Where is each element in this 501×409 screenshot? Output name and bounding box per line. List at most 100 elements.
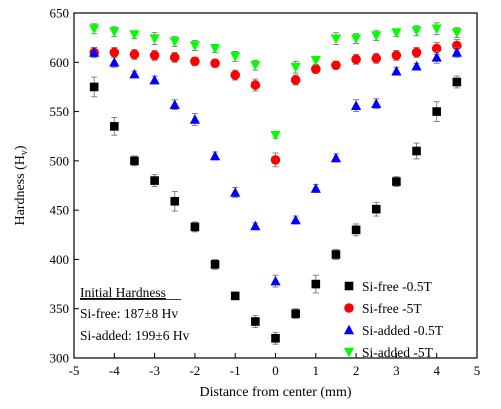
data-point <box>270 155 281 165</box>
data-point <box>89 24 100 35</box>
note-line-si-added: Si-added: 199±6 Hv <box>80 328 190 343</box>
data-point <box>190 222 200 232</box>
data-point <box>330 34 342 44</box>
y-tick-label: 300 <box>50 351 70 366</box>
y-tick-label: 450 <box>50 203 70 218</box>
legend: Si-free -0.5T Si-free -5T Si-added -0.5T Si… <box>343 279 444 360</box>
data-point <box>169 99 180 109</box>
data-point <box>330 152 342 163</box>
data-point <box>411 60 422 71</box>
data-point <box>149 74 160 85</box>
data-point <box>250 60 261 71</box>
data-point <box>451 47 462 57</box>
x-tick-label: -4 <box>109 363 120 378</box>
data-point <box>109 47 120 58</box>
data-point <box>210 58 220 69</box>
data-point <box>291 309 300 318</box>
series-0 <box>89 75 462 345</box>
data-point <box>109 27 120 38</box>
data-point <box>351 34 362 44</box>
legend-label: Si-free -5T <box>362 301 422 316</box>
x-tick-label: -5 <box>69 363 80 378</box>
initial-hardness-note: Initial Hardness Si-free: 187±8 Hv Si-ad… <box>80 285 190 343</box>
data-point <box>251 317 260 326</box>
series-3 <box>89 22 462 141</box>
data-point <box>230 70 240 80</box>
data-point <box>451 28 462 39</box>
data-point <box>411 47 422 58</box>
data-point <box>311 279 321 289</box>
legend-label: Si-free -0.5T <box>362 279 432 294</box>
x-tick-label: 3 <box>393 363 400 378</box>
data-point <box>371 98 382 108</box>
data-point <box>270 275 281 286</box>
y-tick-label: 600 <box>50 55 70 70</box>
data-point <box>189 41 200 51</box>
data-point <box>392 177 401 186</box>
y-axis-title-end: ) <box>13 145 28 150</box>
y-tick-label: 650 <box>50 6 70 21</box>
data-point <box>209 44 221 54</box>
data-point <box>411 26 422 37</box>
data-point <box>351 225 361 235</box>
data-point <box>290 62 301 73</box>
data-point <box>271 333 280 343</box>
y-axis-title-main: Hardness (H <box>13 155 28 225</box>
data-point <box>169 37 180 47</box>
legend-marker <box>343 347 355 358</box>
data-point <box>331 250 341 259</box>
data-point <box>129 30 140 40</box>
data-point <box>371 204 381 214</box>
data-point <box>290 75 301 85</box>
series-2 <box>89 47 462 288</box>
legend-marker <box>344 281 354 291</box>
data-point <box>351 100 362 110</box>
data-point <box>391 65 402 76</box>
x-tick-label: 5 <box>474 363 481 378</box>
data-point <box>431 24 442 35</box>
data-point <box>250 80 261 90</box>
y-tick-label: 400 <box>50 252 70 267</box>
data-point <box>149 34 160 44</box>
data-point <box>310 183 321 193</box>
data-point <box>230 291 240 301</box>
data-point <box>371 31 382 41</box>
data-point <box>432 107 441 116</box>
x-tick-label: -2 <box>189 363 200 378</box>
data-point <box>250 220 261 231</box>
data-point <box>89 82 99 92</box>
data-point <box>351 54 361 65</box>
data-point <box>210 260 220 269</box>
note-line-si-free: Si-free: 187±8 Hv <box>80 306 178 321</box>
x-tick-label: -3 <box>149 363 160 378</box>
data-point <box>110 122 119 131</box>
data-point <box>169 52 180 63</box>
legend-label: Si-added -5T <box>362 345 434 360</box>
x-tick-label: -1 <box>230 363 241 378</box>
data-point <box>230 187 241 197</box>
data-point <box>109 56 120 67</box>
data-point <box>170 196 180 206</box>
data-point <box>391 50 402 61</box>
data-point <box>431 43 442 54</box>
y-tick-label: 350 <box>50 301 70 316</box>
data-point <box>290 214 301 225</box>
data-point <box>129 49 140 60</box>
data-point <box>230 52 241 62</box>
legend-marker <box>343 324 355 335</box>
data-point <box>412 146 421 156</box>
legend-label: Si-added -0.5T <box>362 323 444 338</box>
data-point <box>371 53 382 64</box>
data-marks <box>89 22 462 345</box>
x-tick-label: 4 <box>433 363 440 378</box>
data-point <box>190 56 200 67</box>
x-tick-label: 2 <box>353 363 360 378</box>
data-point <box>209 150 221 161</box>
x-axis-title: Distance from center (mm) <box>200 385 352 400</box>
data-point <box>311 64 321 74</box>
data-point <box>452 77 462 87</box>
axis-ticks: -5 -4 -3 -2 -1 0 1 2 3 4 5 300 350 400 450 500 550 600 650 <box>50 6 481 379</box>
data-point <box>189 114 200 124</box>
data-point <box>89 47 100 57</box>
